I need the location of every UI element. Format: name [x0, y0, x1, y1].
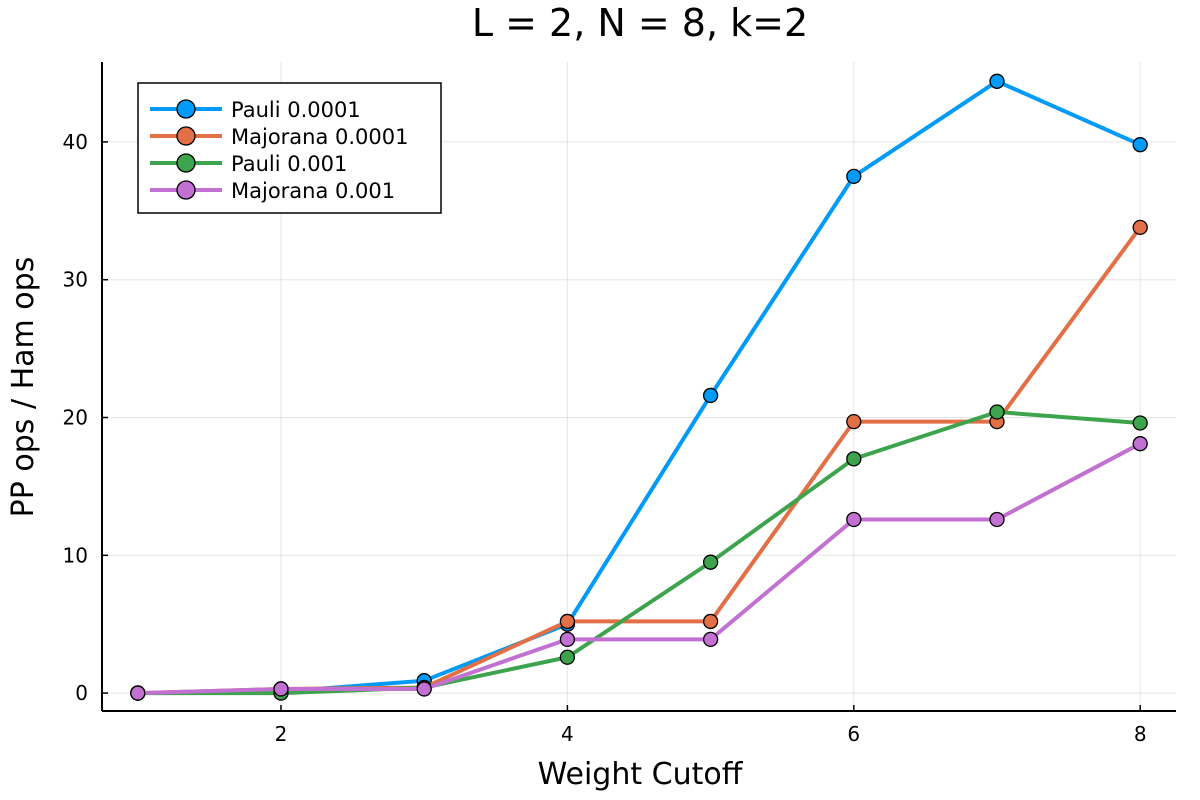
data-point — [846, 451, 862, 467]
y-tick-label: 10 — [63, 543, 88, 567]
tick-labels: 2 4 6 8 0 10 20 30 40 — [63, 130, 1147, 746]
legend-marker — [176, 99, 196, 119]
data-point — [702, 613, 719, 630]
data-point — [559, 649, 576, 665]
y-axis-label: PP ops / Ham ops — [6, 257, 41, 518]
data-point — [273, 681, 289, 697]
series-layer — [130, 73, 1148, 701]
data-point — [1132, 436, 1148, 452]
y-tick-label: 20 — [63, 406, 88, 430]
x-tick-label: 2 — [275, 722, 288, 746]
data-point — [1132, 137, 1148, 153]
data-point — [130, 685, 146, 701]
legend-entry: Majorana 0.0001 — [150, 125, 409, 149]
legend-entry: Majorana 0.001 — [150, 179, 395, 203]
series-1 — [130, 219, 1148, 701]
legend-marker — [176, 153, 196, 173]
legend: Pauli 0.0001 Majorana 0.0001 Pauli 0.001 Ma… — [137, 82, 442, 214]
data-point — [702, 387, 719, 404]
legend-entry: Pauli 0.0001 — [150, 98, 361, 122]
data-point — [559, 631, 576, 647]
legend-label: Pauli 0.001 — [231, 152, 347, 176]
x-tick-label: 4 — [561, 722, 574, 746]
legend-marker — [176, 180, 196, 200]
series-line — [137, 441, 1142, 696]
legend-label: Majorana 0.0001 — [231, 125, 409, 149]
axes — [101, 62, 1176, 712]
data-point — [702, 554, 719, 570]
legend-marker — [176, 126, 196, 146]
legend-label: Pauli 0.0001 — [231, 98, 361, 122]
data-point — [559, 613, 576, 630]
y-tick-label: 40 — [63, 130, 88, 154]
legend-label: Majorana 0.001 — [231, 179, 395, 203]
data-point — [1132, 219, 1148, 236]
data-point — [702, 631, 719, 647]
data-point — [846, 511, 862, 528]
data-point — [846, 168, 862, 185]
series-3 — [130, 436, 1148, 701]
series-line — [137, 409, 1141, 696]
data-point — [416, 681, 432, 697]
x-tick-label: 8 — [1134, 722, 1147, 746]
chart-title: L = 2, N = 8, k=2 — [472, 1, 808, 45]
series-2 — [130, 404, 1148, 701]
data-point — [989, 404, 1005, 420]
series-line — [137, 226, 1142, 696]
data-point — [989, 73, 1005, 89]
data-point — [989, 511, 1005, 528]
data-point — [1132, 415, 1148, 431]
y-tick-label: 0 — [75, 681, 88, 705]
x-tick-label: 6 — [847, 722, 860, 746]
legend-entry: Pauli 0.001 — [150, 152, 347, 176]
y-tick-label: 30 — [63, 268, 88, 292]
x-axis-label: Weight Cutoff — [538, 757, 744, 792]
data-point — [846, 413, 862, 430]
